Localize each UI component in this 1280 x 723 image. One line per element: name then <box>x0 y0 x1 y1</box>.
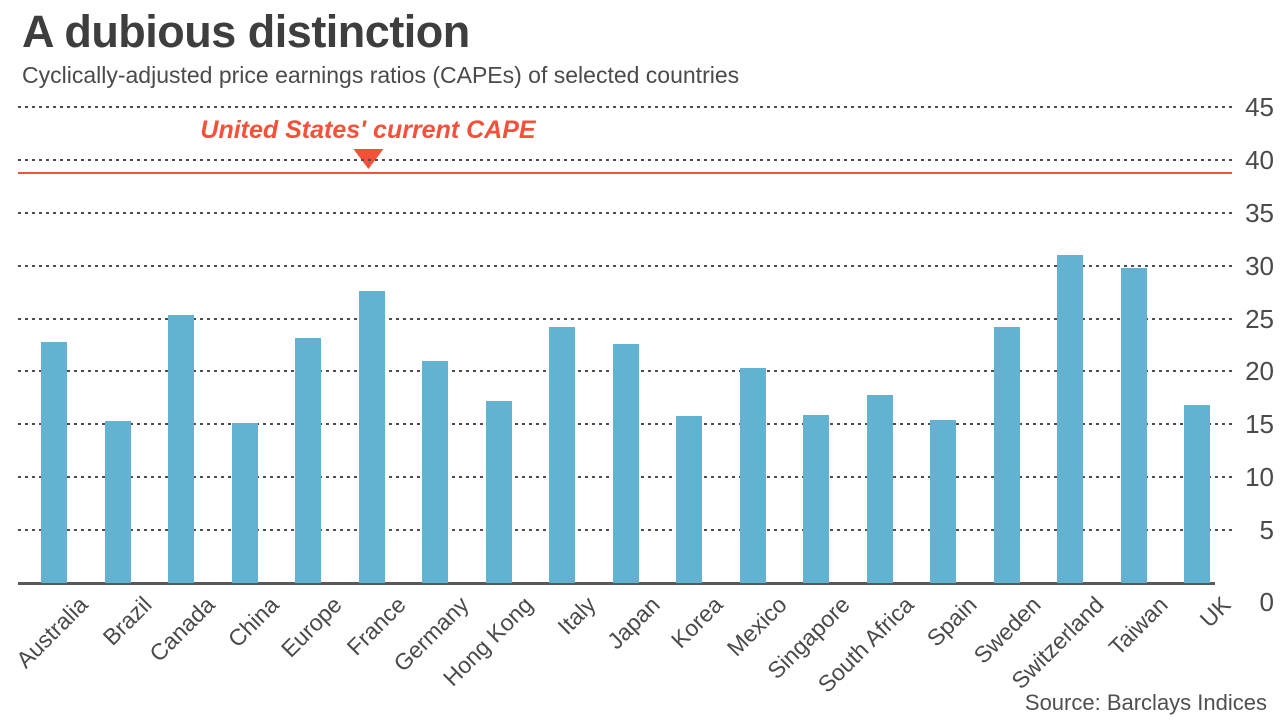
bar-brazil <box>104 421 131 583</box>
gridline-45 <box>18 106 1232 108</box>
y-tick-label-20: 20 <box>1245 356 1274 387</box>
y-tick-label-10: 10 <box>1245 462 1274 493</box>
bar-canada <box>168 315 194 583</box>
bar-spain <box>930 420 956 583</box>
bar-china <box>231 423 258 583</box>
y-tick-label-15: 15 <box>1245 409 1274 440</box>
y-tick-label-0: 0 <box>1259 587 1274 617</box>
bar-europe <box>295 337 321 583</box>
bar-switzerland <box>1057 255 1083 583</box>
bar-france <box>358 291 385 583</box>
bar-sweden <box>993 327 1020 583</box>
bar-south-africa <box>866 394 893 583</box>
bar-australia <box>41 341 67 583</box>
y-tick-label-5: 5 <box>1259 515 1274 546</box>
bar-mexico <box>739 368 766 583</box>
down-triangle-icon <box>353 148 383 169</box>
page-title: A dubious distinction <box>22 6 470 57</box>
y-tick-label-45: 45 <box>1245 92 1274 122</box>
x-axis-line <box>18 582 1215 585</box>
gridline-40 <box>18 158 1232 161</box>
bar-taiwan <box>1120 267 1147 583</box>
us-cape-annotation: United States' current CAPE <box>200 116 536 169</box>
us-cape-annotation-label: United States' current CAPE <box>200 116 536 144</box>
bar-italy <box>549 327 575 583</box>
bar-uk <box>1184 405 1210 583</box>
bar-germany <box>422 360 448 583</box>
y-tick-label-30: 30 <box>1245 250 1274 281</box>
gridline-35 <box>18 211 1232 214</box>
source-credit: Source: Barclays Indices <box>1024 690 1267 715</box>
bar-hong-kong <box>485 401 512 583</box>
chart-subtitle: Cyclically-adjusted price earnings ratio… <box>22 62 740 88</box>
bar-korea <box>676 415 702 583</box>
gridline-25 <box>18 317 1232 320</box>
bar-japan <box>612 343 639 583</box>
y-tick-label-25: 25 <box>1245 303 1274 334</box>
y-tick-label-40: 40 <box>1245 144 1274 175</box>
gridline-30 <box>18 264 1232 267</box>
y-tick-label-35: 35 <box>1245 197 1274 228</box>
bar-singapore <box>803 414 829 583</box>
bar-chart-plot-area: United States' current CAPE 0 5 10 15 20 25 30… <box>11 94 1274 697</box>
us-cape-reference-line <box>18 171 1232 174</box>
